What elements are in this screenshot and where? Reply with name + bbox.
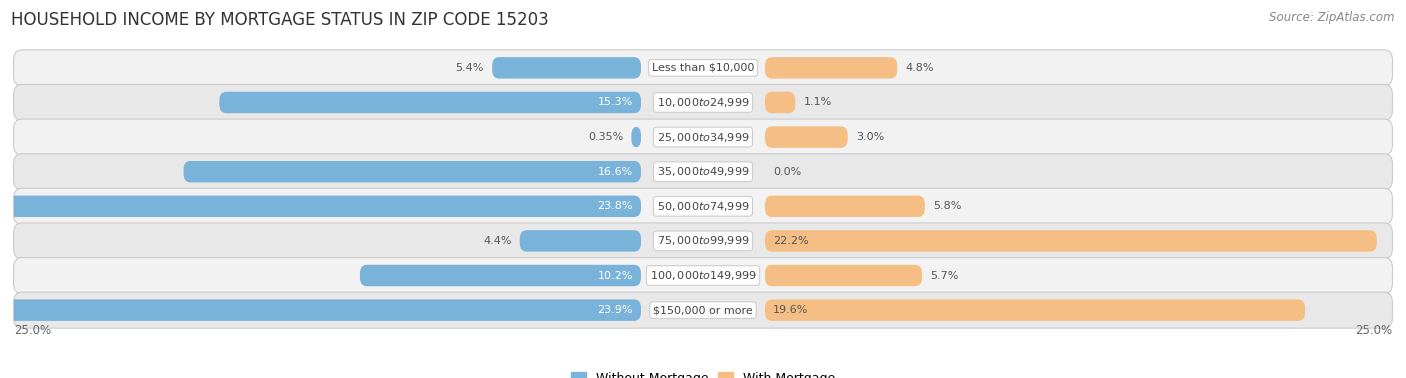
Text: 5.8%: 5.8% <box>934 201 962 211</box>
Text: 16.6%: 16.6% <box>598 167 633 177</box>
FancyBboxPatch shape <box>14 257 1392 294</box>
FancyBboxPatch shape <box>14 50 1392 86</box>
Text: $75,000 to $99,999: $75,000 to $99,999 <box>657 234 749 248</box>
Text: $35,000 to $49,999: $35,000 to $49,999 <box>657 165 749 178</box>
Text: 22.2%: 22.2% <box>773 236 808 246</box>
FancyBboxPatch shape <box>14 188 1392 224</box>
Text: $25,000 to $34,999: $25,000 to $34,999 <box>657 130 749 144</box>
Text: $100,000 to $149,999: $100,000 to $149,999 <box>650 269 756 282</box>
FancyBboxPatch shape <box>765 299 1305 321</box>
Text: 5.4%: 5.4% <box>456 63 484 73</box>
Text: 5.7%: 5.7% <box>931 271 959 280</box>
Text: $10,000 to $24,999: $10,000 to $24,999 <box>657 96 749 109</box>
FancyBboxPatch shape <box>14 84 1392 121</box>
Text: 25.0%: 25.0% <box>14 324 51 338</box>
Text: 0.35%: 0.35% <box>588 132 623 142</box>
Text: 19.6%: 19.6% <box>773 305 808 315</box>
Text: 23.9%: 23.9% <box>598 305 633 315</box>
Legend: Without Mortgage, With Mortgage: Without Mortgage, With Mortgage <box>565 367 841 378</box>
FancyBboxPatch shape <box>14 119 1392 155</box>
FancyBboxPatch shape <box>765 57 897 79</box>
FancyBboxPatch shape <box>765 265 922 286</box>
FancyBboxPatch shape <box>14 292 1392 328</box>
Text: 25.0%: 25.0% <box>1355 324 1392 338</box>
Text: 15.3%: 15.3% <box>598 98 633 107</box>
Text: 4.4%: 4.4% <box>484 236 512 246</box>
FancyBboxPatch shape <box>0 299 641 321</box>
FancyBboxPatch shape <box>520 230 641 252</box>
FancyBboxPatch shape <box>14 223 1392 259</box>
FancyBboxPatch shape <box>492 57 641 79</box>
FancyBboxPatch shape <box>631 126 641 148</box>
FancyBboxPatch shape <box>765 92 796 113</box>
FancyBboxPatch shape <box>360 265 641 286</box>
Text: 10.2%: 10.2% <box>598 271 633 280</box>
Text: $150,000 or more: $150,000 or more <box>654 305 752 315</box>
Text: Less than $10,000: Less than $10,000 <box>652 63 754 73</box>
FancyBboxPatch shape <box>219 92 641 113</box>
FancyBboxPatch shape <box>765 195 925 217</box>
FancyBboxPatch shape <box>765 126 848 148</box>
FancyBboxPatch shape <box>14 154 1392 190</box>
FancyBboxPatch shape <box>0 195 641 217</box>
Text: Source: ZipAtlas.com: Source: ZipAtlas.com <box>1270 11 1395 24</box>
Text: 4.8%: 4.8% <box>905 63 934 73</box>
Text: 23.8%: 23.8% <box>598 201 633 211</box>
FancyBboxPatch shape <box>765 230 1376 252</box>
FancyBboxPatch shape <box>184 161 641 183</box>
Text: $50,000 to $74,999: $50,000 to $74,999 <box>657 200 749 213</box>
Text: 0.0%: 0.0% <box>773 167 801 177</box>
Text: 1.1%: 1.1% <box>804 98 832 107</box>
Text: 3.0%: 3.0% <box>856 132 884 142</box>
Text: HOUSEHOLD INCOME BY MORTGAGE STATUS IN ZIP CODE 15203: HOUSEHOLD INCOME BY MORTGAGE STATUS IN Z… <box>11 11 548 29</box>
